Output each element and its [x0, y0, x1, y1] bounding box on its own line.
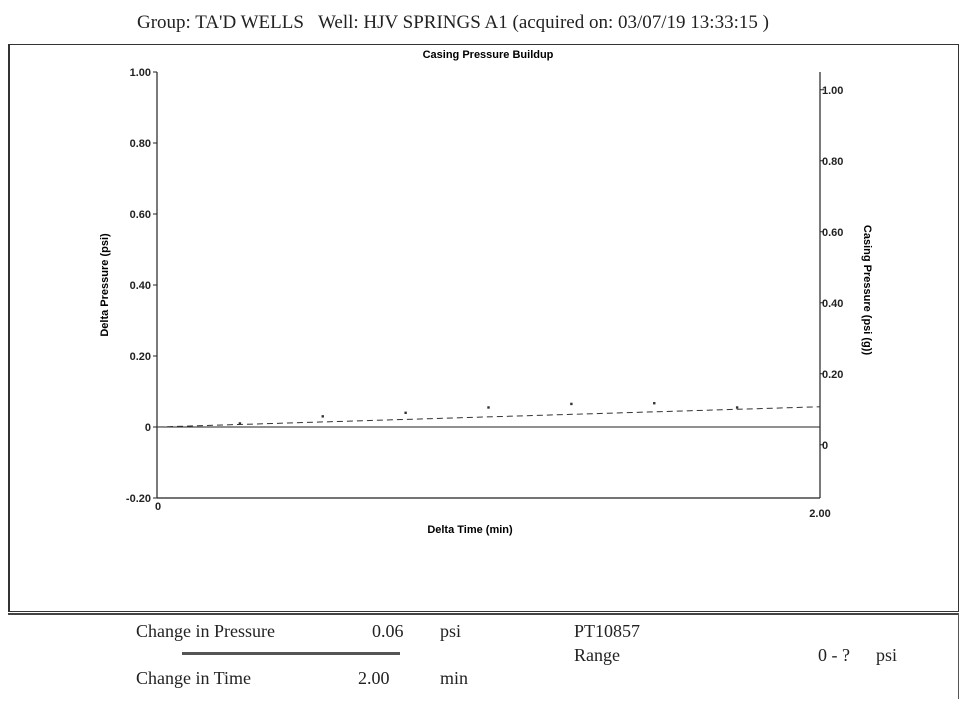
chart-title: Casing Pressure Buildup [423, 49, 554, 61]
x-tick-label: 0 [155, 501, 161, 513]
footer-right-border [958, 613, 959, 699]
y-tick-label: 0.20 [130, 351, 151, 363]
group-label: Group: TA'D WELLS [137, 12, 304, 33]
trend-line [156, 406, 821, 428]
data-point [404, 411, 407, 414]
footer-divider [8, 613, 959, 615]
change-in-pressure-unit: psi [440, 621, 462, 641]
y-tick-label: 0.60 [130, 209, 151, 221]
y-tick-label: 0.80 [130, 138, 151, 150]
change-in-time-unit: min [440, 668, 469, 688]
data-point [238, 422, 242, 425]
range-value: 0 - ? [818, 645, 850, 665]
y2-tick-label: 0.80 [822, 156, 843, 168]
y-tick-label: -0.20 [126, 493, 151, 505]
y-tick-label: 0 [145, 422, 151, 434]
y2-tick-label: 0.20 [822, 369, 843, 381]
data-point [735, 406, 739, 409]
x-axis-label: Delta Time (min) [427, 524, 513, 536]
chart-frame [8, 44, 959, 612]
fraction-line [182, 652, 400, 655]
sensor-id: PT10857 [574, 621, 641, 641]
change-in-pressure-value: 0.06 [372, 621, 404, 641]
pressure-buildup-chart: Casing Pressure Buildup Delta Time (min)… [99, 49, 873, 536]
data-point [487, 406, 490, 409]
data-point [321, 415, 324, 418]
change-in-pressure-label: Change in Pressure [136, 621, 275, 641]
y-axis-label: Delta Pressure (psi) [99, 233, 111, 337]
y-tick-label: 0.40 [130, 280, 151, 292]
change-in-time-label: Change in Time [136, 668, 252, 688]
y2-tick-label: 0 [822, 440, 828, 452]
y2-tick-label: 1.00 [822, 85, 843, 97]
y-tick-label: 1.00 [130, 67, 151, 79]
well-label: Well: HJV SPRINGS A1 (acquired on: 03/07… [318, 12, 769, 33]
data-point [653, 402, 656, 405]
y2-axis-label: Casing Pressure (psi (g)) [861, 225, 873, 356]
range-label: Range [574, 645, 620, 665]
data-point [570, 402, 573, 406]
report-header: Group: TA'D WELLS Well: HJV SPRINGS A1 (… [0, 0, 967, 44]
y2-tick-label: 0.60 [822, 227, 843, 239]
change-in-time-value: 2.00 [358, 668, 390, 688]
y2-tick-label: 0.40 [822, 298, 843, 310]
range-unit: psi [876, 645, 898, 665]
x-tick-label: 2.00 [809, 508, 830, 520]
